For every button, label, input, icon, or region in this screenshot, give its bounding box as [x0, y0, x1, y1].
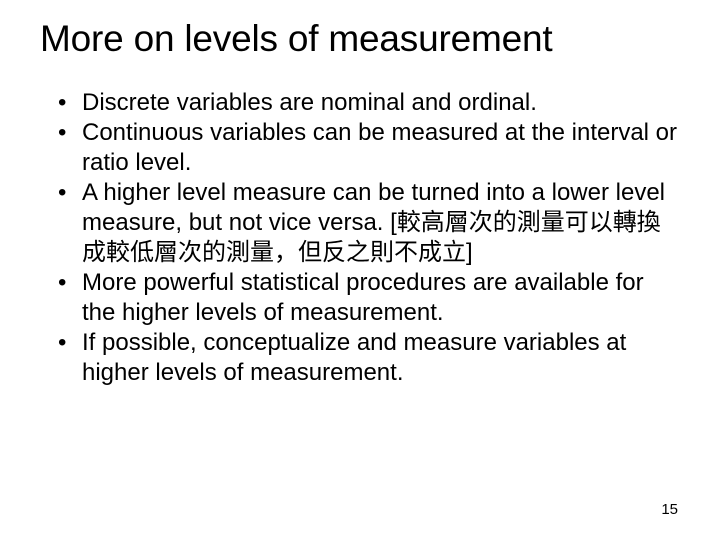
list-item: Discrete variables are nominal and ordin…	[58, 88, 680, 118]
list-item: Continuous variables can be measured at …	[58, 118, 680, 178]
slide-container: More on levels of measurement Discrete v…	[0, 0, 720, 540]
bullet-list: Discrete variables are nominal and ordin…	[40, 88, 680, 388]
page-number: 15	[661, 501, 678, 518]
list-item: More powerful statistical procedures are…	[58, 268, 680, 328]
list-item: If possible, conceptualize and measure v…	[58, 328, 680, 388]
list-item: A higher level measure can be turned int…	[58, 178, 680, 268]
slide-title: More on levels of measurement	[40, 18, 680, 60]
